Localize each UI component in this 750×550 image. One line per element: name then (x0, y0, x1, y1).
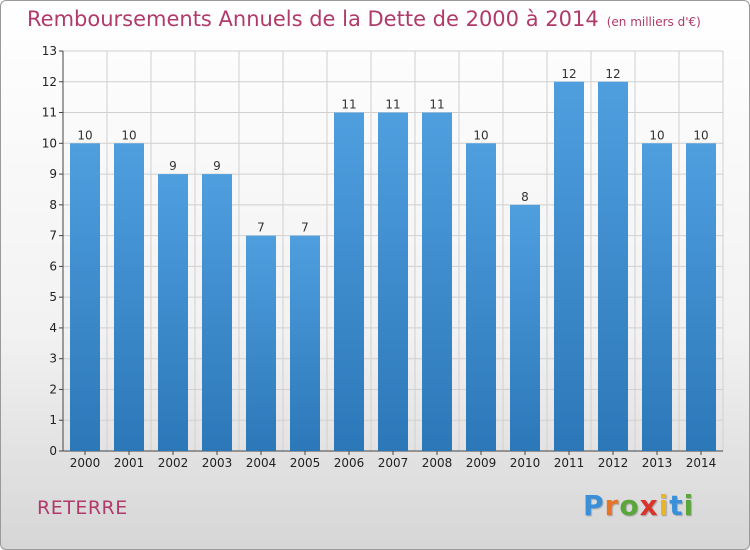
value-label-2013: 10 (649, 128, 664, 142)
xtick-label-2006: 2006 (334, 456, 365, 470)
bar-2004 (246, 235, 276, 451)
chart-subtitle: (en milliers d'€) (606, 15, 701, 29)
value-label-2008: 11 (429, 98, 444, 112)
ytick-label-6: 6 (49, 259, 57, 273)
xtick-label-2002: 2002 (158, 456, 189, 470)
value-label-2012: 12 (605, 67, 620, 81)
logo-letter: r (604, 489, 620, 522)
ytick-label-0: 0 (49, 444, 57, 458)
xtick-label-2001: 2001 (114, 456, 145, 470)
value-label-2006: 11 (341, 98, 356, 112)
logo-letter: o (619, 489, 640, 522)
bar-2005 (290, 235, 320, 451)
chart-title: Remboursements Annuels de la Dette de 20… (27, 7, 701, 31)
ytick-label-7: 7 (49, 229, 57, 243)
logo-letter: i (658, 489, 670, 522)
proxiti-logo[interactable]: Proxiti (583, 489, 694, 522)
xtick-label-2013: 2013 (642, 456, 673, 470)
bars (70, 81, 716, 452)
xtick-label-2014: 2014 (686, 456, 717, 470)
bar-2007 (378, 112, 408, 452)
bar-2011 (554, 81, 584, 452)
xtick-label-2000: 2000 (70, 456, 101, 470)
labels: 0123456789101112132000102001102002920039… (42, 44, 717, 470)
bar-2013 (642, 143, 672, 452)
bar-2010 (510, 204, 540, 451)
ytick-label-5: 5 (49, 290, 57, 304)
xtick-label-2009: 2009 (466, 456, 497, 470)
xtick-label-2005: 2005 (290, 456, 321, 470)
logo-letter: i (683, 489, 695, 522)
value-label-2010: 8 (521, 190, 529, 204)
xtick-label-2012: 2012 (598, 456, 629, 470)
ytick-label-9: 9 (49, 167, 57, 181)
ytick-label-2: 2 (49, 382, 57, 396)
bar-2012 (598, 81, 628, 452)
bar-2000 (70, 143, 100, 452)
value-label-2001: 10 (121, 128, 136, 142)
xtick-label-2007: 2007 (378, 456, 409, 470)
xtick-label-2010: 2010 (510, 456, 541, 470)
value-label-2005: 7 (301, 221, 309, 235)
xtick-label-2004: 2004 (246, 456, 277, 470)
ytick-label-3: 3 (49, 352, 57, 366)
commune-name: RETERRE (37, 497, 128, 519)
value-label-2002: 9 (169, 159, 177, 173)
value-label-2011: 12 (561, 67, 576, 81)
bar-2002 (158, 174, 188, 452)
ytick-label-11: 11 (42, 106, 57, 120)
ytick-label-4: 4 (49, 321, 57, 335)
bar-2003 (202, 174, 232, 452)
value-label-2003: 9 (213, 159, 221, 173)
bar-2006 (334, 112, 364, 452)
ytick-label-8: 8 (49, 198, 57, 212)
bar-2009 (466, 143, 496, 452)
xtick-label-2008: 2008 (422, 456, 453, 470)
ytick-label-13: 13 (42, 44, 57, 58)
logo-letter: t (669, 489, 684, 522)
logo-letter: P (583, 489, 605, 522)
value-label-2000: 10 (77, 128, 92, 142)
value-label-2007: 11 (385, 98, 400, 112)
ytick-label-10: 10 (42, 136, 57, 150)
xtick-label-2003: 2003 (202, 456, 233, 470)
bar-2008 (422, 112, 452, 452)
bar-2014 (686, 143, 716, 452)
xtick-label-2011: 2011 (554, 456, 585, 470)
bar-2001 (114, 143, 144, 452)
ytick-label-1: 1 (49, 413, 57, 427)
value-label-2009: 10 (473, 128, 488, 142)
logo-letter: x (639, 489, 659, 522)
value-label-2004: 7 (257, 221, 265, 235)
ytick-label-12: 12 (42, 75, 57, 89)
value-label-2014: 10 (693, 128, 708, 142)
